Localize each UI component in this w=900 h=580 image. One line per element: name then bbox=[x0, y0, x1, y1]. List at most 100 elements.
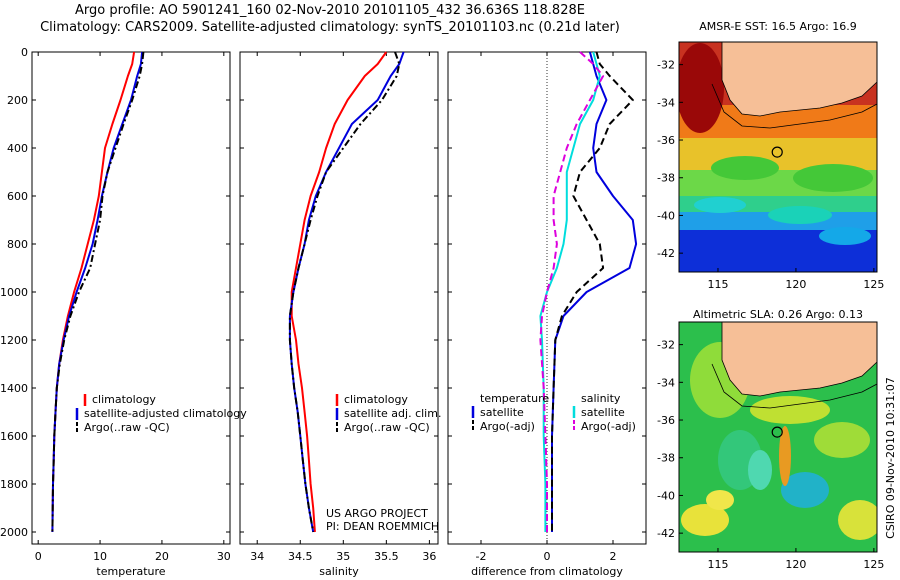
coastline-land bbox=[721, 322, 877, 397]
salinity-xlabel: salinity bbox=[319, 565, 359, 578]
sla-map-frame bbox=[678, 321, 878, 553]
x-tick-label: 125 bbox=[863, 558, 884, 571]
series-line-satellite-adj-clim bbox=[288, 51, 405, 533]
salinity-panel: 34 34.5 35 35.5 36 salinity climatology sate… bbox=[239, 51, 441, 578]
depth-contour bbox=[711, 363, 877, 409]
x-tick-label: 20 bbox=[155, 550, 169, 563]
y-tick-label: -34 bbox=[657, 376, 675, 389]
series-line-satellite-adjusted-climatology bbox=[51, 51, 144, 533]
header-line-1: Argo profile: AO 5901241_160 02-Nov-2010… bbox=[75, 3, 585, 18]
series-line-argo-raw-qc bbox=[51, 51, 145, 533]
legend-label-sal-satellite: satellite bbox=[581, 406, 625, 419]
legend-label-satellite: satellite adj. clim. bbox=[344, 407, 441, 420]
credit-project: US ARGO PROJECT bbox=[326, 507, 428, 520]
legend-label-satellite: satellite-adjusted climatology bbox=[84, 407, 247, 420]
x-tick-label: 115 bbox=[707, 558, 728, 571]
y-tick-label: -40 bbox=[657, 489, 675, 502]
x-tick-label: 10 bbox=[93, 550, 107, 563]
temperature-axes-frame bbox=[31, 51, 231, 545]
salinity-ticks: 34 34.5 35 35.5 36 bbox=[240, 51, 438, 563]
x-tick-label: 0 bbox=[35, 550, 42, 563]
legend-label-argo: Argo(..raw -QC) bbox=[344, 421, 430, 434]
y-tick-label: 1400 bbox=[0, 382, 28, 395]
series-line-temperature-argo-adj bbox=[551, 51, 634, 532]
series-line-salinity-argo-adj bbox=[539, 51, 605, 532]
x-tick-label: 35.5 bbox=[374, 550, 399, 563]
y-tick-label: -36 bbox=[657, 414, 675, 427]
sla-map-ticks: 115 120 125 -32 -34 -36 -38 -40 -42 bbox=[657, 339, 884, 571]
y-tick-label: 1600 bbox=[0, 430, 28, 443]
y-tick-label: -38 bbox=[657, 172, 675, 185]
y-tick-label: 400 bbox=[7, 142, 28, 155]
series-line-argo-raw-qc bbox=[288, 51, 401, 533]
y-tick-label: 600 bbox=[7, 190, 28, 203]
credit-timestamp: CSIRO 09-Nov-2010 10:31:07 bbox=[884, 377, 897, 539]
sst-map-title: AMSR-E SST: 16.5 Argo: 16.9 bbox=[699, 20, 857, 33]
temperature-xlabel: temperature bbox=[96, 565, 165, 578]
legend-header-salinity: salinity bbox=[581, 392, 621, 405]
y-tick-label: -32 bbox=[657, 339, 675, 352]
y-tick-label: -42 bbox=[657, 247, 675, 260]
legend-label-climatology: climatology bbox=[344, 393, 408, 406]
y-tick-label: -32 bbox=[657, 59, 675, 72]
x-tick-label: 120 bbox=[785, 278, 806, 291]
sst-map-frame bbox=[678, 41, 878, 273]
legend-header-temperature: temperature bbox=[480, 392, 549, 405]
y-tick-label: -42 bbox=[657, 527, 675, 540]
y-tick-label: -36 bbox=[657, 134, 675, 147]
y-tick-label: -34 bbox=[657, 96, 675, 109]
legend-label-temp-satellite: satellite bbox=[480, 406, 524, 419]
y-tick-label: 1200 bbox=[0, 334, 28, 347]
difference-lines bbox=[539, 51, 638, 532]
x-tick-label: 35 bbox=[336, 550, 350, 563]
difference-panel: -2 0 2 difference from climatology tempera… bbox=[447, 51, 647, 578]
y-tick-label: 1800 bbox=[0, 478, 28, 491]
x-tick-label: 0 bbox=[544, 550, 551, 563]
temperature-ticks: 0 10 20 30 0 200 400 600 800 1000 1200 1400 1600 1800… bbox=[0, 46, 231, 563]
x-tick-label: 34 bbox=[250, 550, 264, 563]
x-tick-label: 34.5 bbox=[288, 550, 313, 563]
legend-label-sal-argo: Argo(-adj) bbox=[581, 420, 636, 433]
legend-label-temp-argo: Argo(-adj) bbox=[480, 420, 535, 433]
x-tick-label: 2 bbox=[610, 550, 617, 563]
salinity-legend: climatology satellite adj. clim. Argo(..… bbox=[335, 393, 441, 434]
temperature-lines bbox=[51, 51, 145, 533]
y-tick-label: -40 bbox=[657, 209, 675, 222]
series-line-temperature-satellite bbox=[551, 51, 638, 532]
y-tick-label: 1000 bbox=[0, 286, 28, 299]
difference-legend: temperature satellite Argo(-adj) salinit… bbox=[471, 392, 636, 433]
sst-map: AMSR-E SST: 16.5 Argo: 16.9 115 120 125 -32… bbox=[657, 20, 884, 291]
argo-location-marker bbox=[771, 426, 783, 438]
depth-contour bbox=[711, 83, 877, 129]
sst-map-ticks: 115 120 125 -32 -34 -36 -38 -40 -42 bbox=[657, 59, 884, 291]
series-line-climatology bbox=[290, 51, 388, 533]
temperature-panel: 0 10 20 30 0 200 400 600 800 1000 1200 1400 1600 1800… bbox=[0, 46, 247, 578]
legend-label-argo: Argo(..raw -QC) bbox=[84, 421, 170, 434]
x-tick-label: 115 bbox=[707, 278, 728, 291]
x-tick-label: -2 bbox=[476, 550, 487, 563]
argo-location-marker bbox=[771, 146, 783, 158]
coastline-land bbox=[721, 42, 877, 117]
temperature-legend: climatology satellite-adjusted climatolo… bbox=[75, 393, 247, 434]
x-tick-label: 30 bbox=[217, 550, 231, 563]
y-tick-label: 2000 bbox=[0, 526, 28, 539]
y-tick-label: 800 bbox=[7, 238, 28, 251]
difference-xlabel: difference from climatology bbox=[471, 565, 623, 578]
credit-pi: PI: DEAN ROEMMICH bbox=[326, 520, 439, 533]
sla-map: Altimetric SLA: 0.26 Argo: 0.13 115 120 12… bbox=[657, 308, 884, 571]
salinity-axes-frame bbox=[239, 51, 439, 545]
y-tick-label: 200 bbox=[7, 94, 28, 107]
series-line-salinity-satellite bbox=[539, 51, 601, 532]
salinity-lines bbox=[288, 51, 405, 533]
legend-label-climatology: climatology bbox=[92, 393, 156, 406]
x-tick-label: 125 bbox=[863, 278, 884, 291]
header-line-2: Climatology: CARS2009. Satellite-adjuste… bbox=[40, 20, 620, 35]
y-tick-label: 0 bbox=[21, 46, 28, 59]
difference-ticks: -2 0 2 bbox=[448, 51, 646, 563]
sla-map-title: Altimetric SLA: 0.26 Argo: 0.13 bbox=[693, 308, 863, 321]
sla-map-field bbox=[679, 322, 877, 552]
x-tick-label: 36 bbox=[422, 550, 436, 563]
x-tick-label: 120 bbox=[785, 558, 806, 571]
y-tick-label: -38 bbox=[657, 452, 675, 465]
